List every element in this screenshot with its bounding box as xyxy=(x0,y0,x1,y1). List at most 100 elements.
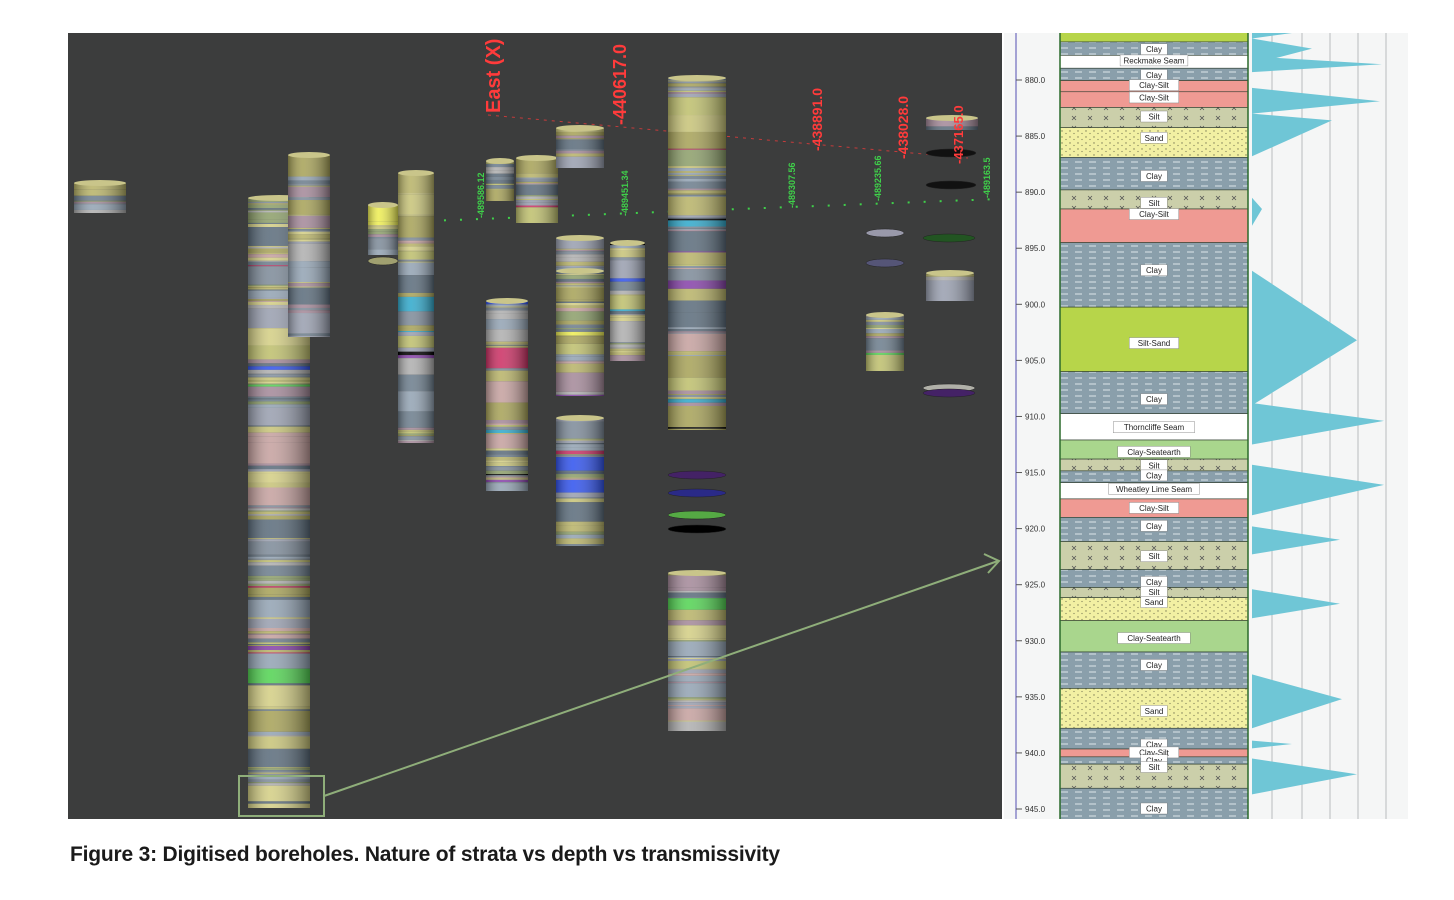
borehole-cap xyxy=(556,268,604,274)
stratum-label-box xyxy=(1108,483,1200,495)
stratum-label: Clay-Seatearth xyxy=(1127,634,1180,643)
stratum-label-box xyxy=(1140,520,1168,532)
strata-labels: Clay Reckmake Seam Clay Clay-Silt Clay-Silt S… xyxy=(1108,43,1200,815)
borehole-cap xyxy=(926,270,974,276)
stratum-label: Silt xyxy=(1148,588,1160,597)
borehole-shading xyxy=(556,128,604,168)
borehole-shading xyxy=(668,573,726,731)
borehole-shading xyxy=(556,238,604,273)
borehole xyxy=(556,268,604,396)
grid-lines xyxy=(427,114,999,222)
green-tick-label: -489163.5 xyxy=(982,157,992,198)
green-tick-label: -489235.66 xyxy=(873,155,883,201)
pointer-arrowhead xyxy=(983,553,1001,574)
depth-tick-label: 930.0 xyxy=(1025,637,1046,646)
depth-tick-label: 935.0 xyxy=(1025,693,1046,702)
green-tick-label: -489307.56 xyxy=(787,162,797,208)
stratum-label-box xyxy=(1140,43,1168,55)
stratum-label: Thorncliffe Seam xyxy=(1124,423,1185,432)
stratum-label: Clay xyxy=(1146,471,1162,480)
stratum-label-box xyxy=(1129,208,1179,220)
stratum-label-box xyxy=(1129,91,1179,104)
borehole-shading xyxy=(610,243,645,361)
borehole-shading xyxy=(74,183,126,213)
depth-tick-label: 885.0 xyxy=(1025,132,1046,141)
stratum-label-box xyxy=(1140,110,1168,123)
stratum-label: Silt xyxy=(1148,763,1160,772)
borehole-3d-view: East (X) -440617.0 -438891.0 -438028.0 -… xyxy=(68,33,1002,819)
stratum-label-box xyxy=(1140,802,1168,815)
borehole-shading xyxy=(486,301,528,491)
borehole-disc xyxy=(865,258,905,268)
stratum-label: Clay xyxy=(1146,522,1162,531)
borehole-shading xyxy=(288,155,330,337)
stratum-label-box xyxy=(1140,197,1168,209)
stratum-label-box xyxy=(1140,761,1168,773)
strata-log-panel: 880.0 885.0 890.0 895.0 900.0 905.0 910.0 915.0… xyxy=(1004,33,1408,819)
axis-title-east: East (X) xyxy=(483,39,505,113)
borehole-shading xyxy=(486,161,514,201)
stratum-label-box xyxy=(1140,170,1168,182)
stratum-label: Clay xyxy=(1146,395,1162,404)
borehole xyxy=(74,180,126,213)
boreholes xyxy=(74,75,978,808)
borehole xyxy=(668,75,726,430)
borehole xyxy=(398,170,434,443)
stratum-label: Wheatley Lime Seam xyxy=(1116,485,1192,494)
stratum-label: Silt xyxy=(1148,461,1160,470)
green-tick-label: -489451.34 xyxy=(620,170,630,216)
stratum-label: Clay-Silt xyxy=(1139,210,1170,219)
depth-tick-label: 940.0 xyxy=(1025,749,1046,758)
borehole-shading xyxy=(556,418,604,546)
stratum-label: Clay xyxy=(1146,661,1162,670)
stratum-label: Sand xyxy=(1145,707,1164,716)
borehole-shading xyxy=(398,173,434,443)
borehole-shading xyxy=(926,273,974,301)
stratum-label: Clay-Silt xyxy=(1139,93,1170,102)
stratum-label: Clay-Seatearth xyxy=(1127,448,1180,457)
stratum-label-box xyxy=(1140,705,1168,717)
stratum-label: Clay xyxy=(1146,741,1162,750)
stratum-label: Clay xyxy=(1146,172,1162,181)
stratum-label-box xyxy=(1117,446,1191,458)
borehole xyxy=(866,312,904,371)
borehole-disc xyxy=(922,388,976,398)
borehole-disc xyxy=(922,233,976,243)
stratum-label-box xyxy=(1140,393,1168,405)
red-tick-label: -437165.0 xyxy=(951,105,966,164)
borehole-shading xyxy=(866,315,904,371)
borehole-cap xyxy=(398,170,434,176)
borehole xyxy=(368,202,398,255)
stratum-label: Clay xyxy=(1146,578,1162,587)
depth-tick-label: 920.0 xyxy=(1025,525,1046,534)
borehole xyxy=(486,158,514,201)
stratum-label: Clay-Silt xyxy=(1139,81,1170,90)
borehole-cap xyxy=(288,152,330,158)
borehole-cap xyxy=(516,155,558,161)
depth-axis: 880.0 885.0 890.0 895.0 900.0 905.0 910.0 915.0… xyxy=(1015,33,1046,819)
depth-tick-label: 890.0 xyxy=(1025,188,1046,197)
borehole xyxy=(926,115,978,130)
borehole xyxy=(556,125,604,168)
axis-labels: East (X) -440617.0 -438891.0 -438028.0 -… xyxy=(476,39,992,218)
borehole-shading xyxy=(516,158,558,223)
stratum-label-box xyxy=(1140,264,1168,276)
borehole-cap xyxy=(866,312,904,318)
borehole-cap xyxy=(926,115,978,121)
depth-tick-label: 910.0 xyxy=(1025,412,1046,421)
grid-line xyxy=(487,114,969,159)
borehole xyxy=(668,570,726,731)
green-tick-label: -489586.12 xyxy=(476,172,486,218)
stratum-label: Clay xyxy=(1146,266,1162,275)
borehole-disc xyxy=(667,510,727,520)
borehole xyxy=(926,270,974,301)
stratum-label-box xyxy=(1129,79,1179,91)
borehole-shading xyxy=(556,271,604,396)
borehole-disc xyxy=(367,256,399,266)
stratum-label: Reckmake Seam xyxy=(1124,56,1185,65)
stratum-label: Silt xyxy=(1148,113,1160,122)
depth-tick-label: 895.0 xyxy=(1025,244,1046,253)
borehole-disc xyxy=(667,488,727,498)
borehole-shading xyxy=(926,118,978,130)
stratum-label-box xyxy=(1119,54,1189,67)
